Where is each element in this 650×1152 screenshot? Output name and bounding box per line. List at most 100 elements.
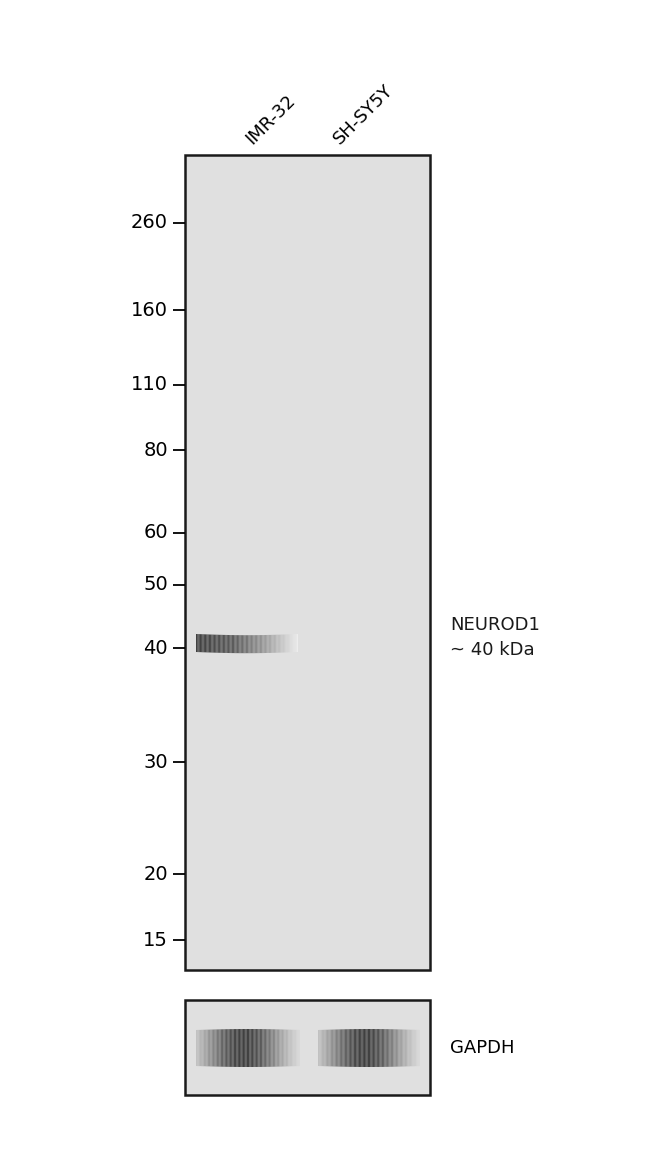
Polygon shape <box>280 1030 281 1067</box>
Polygon shape <box>276 1030 277 1067</box>
Text: GAPDH: GAPDH <box>450 1039 515 1058</box>
Polygon shape <box>333 1030 335 1067</box>
Polygon shape <box>323 1030 324 1067</box>
Polygon shape <box>237 635 238 653</box>
Polygon shape <box>257 635 259 653</box>
Polygon shape <box>296 634 298 652</box>
Polygon shape <box>268 1029 269 1067</box>
Text: SH-SY5Y: SH-SY5Y <box>330 82 396 147</box>
Polygon shape <box>401 1030 402 1067</box>
Polygon shape <box>257 1029 259 1067</box>
Polygon shape <box>243 1029 244 1067</box>
Polygon shape <box>337 1030 339 1067</box>
Polygon shape <box>354 1029 355 1067</box>
Polygon shape <box>220 635 222 653</box>
Polygon shape <box>207 1030 208 1067</box>
Polygon shape <box>247 1029 248 1067</box>
Polygon shape <box>287 1030 289 1067</box>
Polygon shape <box>369 1029 370 1067</box>
Polygon shape <box>209 1030 211 1067</box>
Polygon shape <box>252 635 254 653</box>
Polygon shape <box>393 1029 395 1067</box>
Polygon shape <box>295 1030 296 1066</box>
Polygon shape <box>205 1030 207 1067</box>
Text: 80: 80 <box>144 440 168 460</box>
Polygon shape <box>292 1030 294 1067</box>
Polygon shape <box>274 1029 276 1067</box>
Polygon shape <box>283 1030 285 1067</box>
Polygon shape <box>384 1029 385 1067</box>
Polygon shape <box>360 1029 361 1067</box>
Polygon shape <box>332 1030 333 1067</box>
Polygon shape <box>376 1029 378 1067</box>
Polygon shape <box>240 1029 242 1067</box>
Polygon shape <box>222 635 223 653</box>
Polygon shape <box>289 635 291 652</box>
Polygon shape <box>267 635 268 653</box>
Polygon shape <box>374 1029 376 1067</box>
Polygon shape <box>392 1029 393 1067</box>
Polygon shape <box>296 1030 298 1066</box>
Polygon shape <box>378 1029 379 1067</box>
Polygon shape <box>281 1030 282 1067</box>
Polygon shape <box>284 635 285 652</box>
Polygon shape <box>203 1030 204 1067</box>
Polygon shape <box>282 1030 283 1067</box>
Text: 110: 110 <box>131 376 168 394</box>
Polygon shape <box>319 1030 320 1066</box>
Text: 40: 40 <box>144 638 168 658</box>
Polygon shape <box>344 1029 346 1067</box>
Polygon shape <box>290 1030 291 1067</box>
Polygon shape <box>254 635 255 653</box>
Polygon shape <box>331 1030 332 1067</box>
Polygon shape <box>212 1030 213 1067</box>
Polygon shape <box>233 1029 234 1067</box>
Polygon shape <box>240 635 242 653</box>
Polygon shape <box>260 1029 261 1067</box>
Polygon shape <box>293 634 294 652</box>
Polygon shape <box>373 1029 374 1067</box>
Polygon shape <box>220 1030 221 1067</box>
Polygon shape <box>268 635 270 653</box>
Polygon shape <box>278 1030 280 1067</box>
Polygon shape <box>352 1029 354 1067</box>
Polygon shape <box>228 635 229 653</box>
Polygon shape <box>246 1029 247 1067</box>
Text: ~ 40 kDa: ~ 40 kDa <box>450 641 534 659</box>
Polygon shape <box>278 635 279 653</box>
Polygon shape <box>287 635 288 652</box>
Polygon shape <box>324 1030 326 1067</box>
Polygon shape <box>298 1030 299 1066</box>
Polygon shape <box>391 1029 392 1067</box>
Polygon shape <box>211 635 213 652</box>
Polygon shape <box>208 1030 209 1067</box>
Polygon shape <box>358 1029 359 1067</box>
Polygon shape <box>299 1030 300 1066</box>
Polygon shape <box>263 635 264 653</box>
Polygon shape <box>246 635 247 653</box>
Bar <box>185 156 430 970</box>
Polygon shape <box>237 1029 238 1067</box>
Polygon shape <box>209 635 210 652</box>
Polygon shape <box>196 634 198 652</box>
Polygon shape <box>368 1029 369 1067</box>
Polygon shape <box>270 635 271 653</box>
Polygon shape <box>234 1029 235 1067</box>
Polygon shape <box>231 1029 233 1067</box>
Polygon shape <box>387 1029 388 1067</box>
Polygon shape <box>363 1029 364 1067</box>
Polygon shape <box>255 1029 256 1067</box>
Polygon shape <box>202 635 203 652</box>
Polygon shape <box>283 635 284 652</box>
Polygon shape <box>275 635 276 653</box>
Polygon shape <box>205 635 206 652</box>
Polygon shape <box>348 1029 350 1067</box>
Polygon shape <box>404 1030 405 1067</box>
Polygon shape <box>235 1029 237 1067</box>
Polygon shape <box>201 635 202 652</box>
Polygon shape <box>379 1029 380 1067</box>
Polygon shape <box>411 1030 412 1067</box>
Polygon shape <box>341 1030 343 1067</box>
Text: 15: 15 <box>143 931 168 949</box>
Polygon shape <box>322 1030 323 1066</box>
